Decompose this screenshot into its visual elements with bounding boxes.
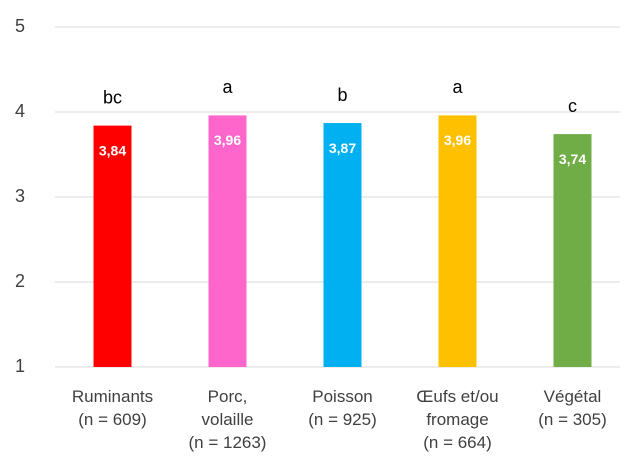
x-tick-label: Végétal (n = 305)	[538, 387, 607, 429]
y-tick-label: 3	[15, 186, 25, 206]
annotation: c	[568, 96, 577, 116]
x-tick-label-line: Ruminants	[72, 387, 153, 406]
annotation: a	[222, 77, 233, 97]
y-tick-label: 4	[15, 101, 25, 121]
bar	[438, 115, 477, 368]
y-tick-label: 5	[15, 16, 25, 36]
bar	[553, 134, 592, 367]
x-tick-label: Œufs et/ou fromage (n = 664)	[416, 387, 498, 452]
x-tick-label-line: fromage	[426, 410, 488, 429]
x-tick-label-line: (n = 1263)	[189, 433, 267, 452]
x-tick-label-line: Poisson	[312, 387, 372, 406]
value-label: 3,87	[329, 140, 356, 156]
bar	[93, 125, 132, 367]
y-tick-label: 2	[15, 271, 25, 291]
value-label: 3,74	[559, 151, 586, 167]
x-tick-label-line: volaille	[202, 410, 254, 429]
annotation: a	[452, 77, 463, 97]
x-tick-label: Poisson (n = 925)	[308, 387, 377, 429]
x-tick-label-line: (n = 609)	[78, 410, 147, 429]
x-tick-label-line: Porc,	[208, 387, 248, 406]
x-tick-label-line: (n = 664)	[423, 433, 492, 452]
bar	[323, 123, 362, 367]
annotation: b	[337, 85, 347, 105]
y-tick-label: 1	[15, 356, 25, 376]
value-label: 3,84	[99, 142, 126, 158]
x-tick-label-line: Œufs et/ou	[416, 387, 498, 406]
value-label: 3,96	[444, 132, 471, 148]
x-tick-label-line: (n = 925)	[308, 410, 377, 429]
value-label: 3,96	[214, 132, 241, 148]
x-tick-label-line: (n = 305)	[538, 410, 607, 429]
bar	[208, 115, 247, 368]
x-tick-label: Ruminants (n = 609)	[72, 387, 153, 429]
annotation: bc	[103, 87, 122, 107]
x-tick-label-line: Végétal	[544, 387, 602, 406]
x-tick-label: Porc, volaille (n = 1263)	[189, 387, 267, 452]
